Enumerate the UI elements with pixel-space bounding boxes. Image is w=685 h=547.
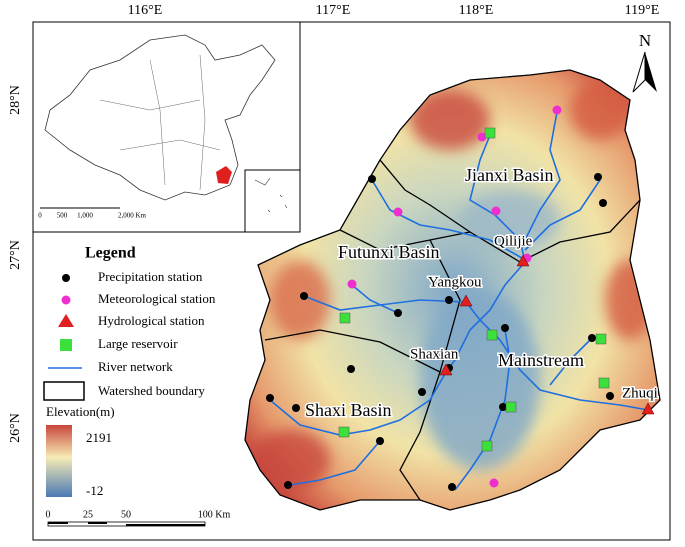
legend-symbol <box>62 274 70 282</box>
legend-symbol <box>61 295 71 305</box>
lon-label: 116°E <box>128 3 163 18</box>
elevation-max: 2191 <box>86 430 112 445</box>
basin-label: Shaxi Basin <box>305 400 392 420</box>
river-network <box>269 111 649 491</box>
legend-title: Legend <box>85 245 136 262</box>
north-label: N <box>639 31 651 50</box>
basin-boundary <box>264 329 441 501</box>
scale-label: 0 <box>46 509 51 520</box>
legend-item: Meteorological station <box>98 291 216 306</box>
elevation-ramp <box>46 425 72 497</box>
inset-scale-label: 1,000 <box>77 212 93 220</box>
province-lines <box>99 54 221 191</box>
china-outline <box>44 34 276 201</box>
inset-scale-label: 2,000 Km <box>118 212 147 220</box>
legend-symbol <box>58 314 74 327</box>
north-arrow <box>645 52 657 92</box>
elevation-min: -12 <box>86 483 103 498</box>
islands <box>254 177 288 213</box>
basin-label: Jianxi Basin <box>465 165 554 185</box>
station-label: Qilijie <box>494 233 533 249</box>
lon-label: 117°E <box>316 3 351 18</box>
legend-item: Large reservoir <box>98 336 178 351</box>
reservoirs <box>338 127 610 452</box>
lon-label: 118°E <box>459 3 494 18</box>
basin-label: Futunxi Basin <box>338 242 440 262</box>
basin-boundary <box>379 159 641 263</box>
scale-label: 25 <box>83 509 93 520</box>
legend-symbol <box>60 339 72 351</box>
study-area <box>216 166 232 184</box>
legend-symbol <box>43 381 85 401</box>
scale-bar <box>47 521 206 527</box>
basin-boundary <box>339 229 471 373</box>
south-sea-inset <box>244 169 301 233</box>
lat-label: 27°N <box>8 240 23 270</box>
lat-label: 28°N <box>8 85 23 115</box>
basin-label: Mainstream <box>498 350 584 370</box>
hydrological-stations <box>439 254 655 415</box>
station-label: Yangkou <box>428 274 482 290</box>
inset-scale-label: 0 <box>38 212 42 220</box>
lon-label: 119°E <box>625 3 660 18</box>
legend-item: Precipitation station <box>98 269 203 284</box>
precipitation-stations <box>266 173 614 491</box>
scale-label: 50 <box>121 509 131 520</box>
station-label: Zhuqi <box>622 385 658 401</box>
legend-item: River network <box>98 359 173 374</box>
meteorological-stations <box>347 105 562 488</box>
legend-item: Watershed boundary <box>98 383 205 398</box>
lat-label: 26°N <box>8 413 23 443</box>
elevation-title: Elevation(m) <box>46 404 115 419</box>
scale-label: 100 Km <box>198 509 231 520</box>
station-label: Shaxian <box>410 346 459 362</box>
inset-scale-label: 500 <box>57 212 68 220</box>
legend-item: Hydrological station <box>98 313 205 328</box>
coordinate-labels: 116°E 117°E 118°E 119°E 28°N 27°N 26°N <box>8 3 659 443</box>
